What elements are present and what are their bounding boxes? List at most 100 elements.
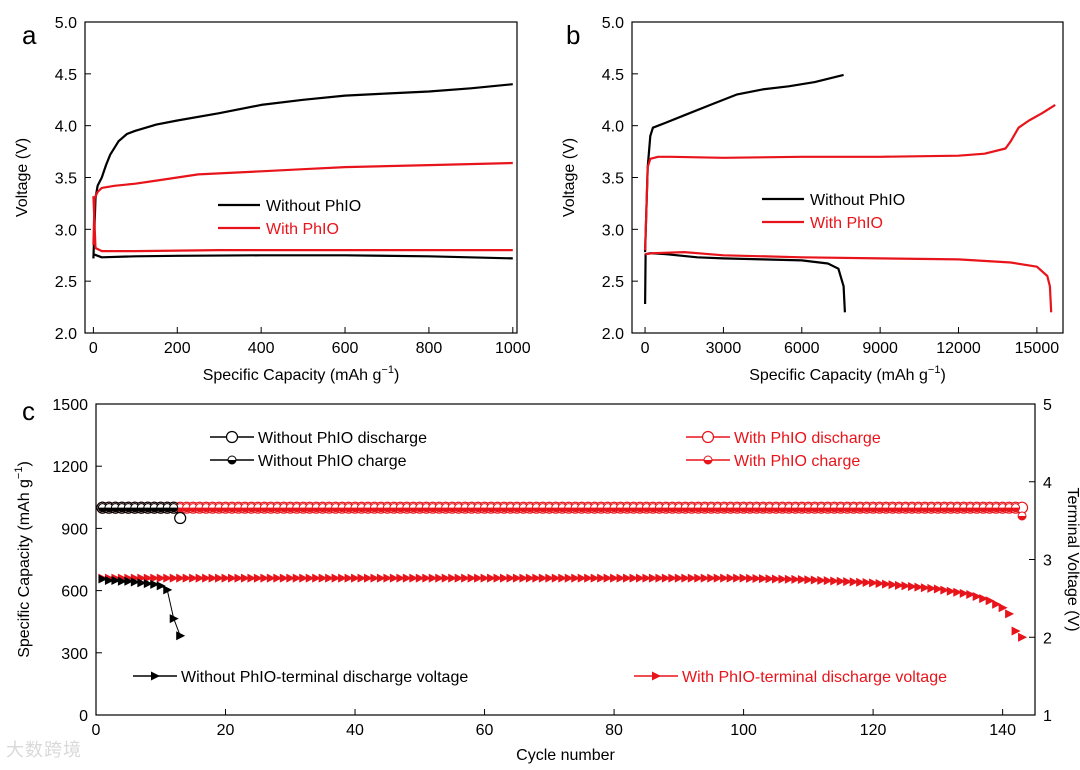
panel-c-point-fill — [169, 507, 178, 512]
panel-c-point-fill — [992, 507, 1001, 512]
panel-c-point-fill — [610, 507, 619, 512]
panel-c-point — [629, 573, 639, 583]
panel-c-point-fill — [344, 507, 353, 512]
panel-c-point-fill — [571, 507, 580, 512]
panel-c-point — [895, 580, 905, 590]
panel-c-point — [674, 573, 684, 583]
panel-b-y-tick-label: 3.0 — [602, 222, 624, 239]
panel-c-point — [189, 573, 199, 583]
panel-c-point — [402, 573, 412, 583]
panel-c-point-fill — [759, 507, 768, 512]
panel-c-point-fill — [532, 507, 541, 512]
panel-c-point — [143, 579, 153, 589]
panel-c-point-fill — [616, 507, 625, 512]
panel-a-series-without-phio — [92, 83, 513, 259]
panel-c-x-axis-label: Cycle number — [516, 747, 615, 764]
panel-c-point-fill — [862, 507, 871, 512]
panel-c-point — [163, 585, 173, 595]
panel-c-point-fill — [331, 507, 340, 512]
panel-c-point-fill — [888, 507, 897, 512]
panel-c-x-tick-label: 100 — [730, 722, 757, 739]
panel-c-point-fill — [629, 507, 638, 512]
panel-c-point — [558, 573, 568, 583]
panel-c-point-fill — [318, 507, 327, 512]
panel-c-point — [907, 582, 917, 592]
panel-c-point — [610, 573, 620, 583]
panel-c-point-fill — [655, 507, 664, 512]
panel-c-point-fill — [383, 507, 392, 512]
panel-c-point — [174, 511, 187, 525]
panel-c-point-fill — [849, 507, 858, 512]
panel-c-point — [843, 577, 853, 587]
panel-c-point-fill — [771, 507, 780, 512]
panel-c-point-fill — [422, 507, 431, 512]
panel-c-point — [700, 573, 710, 583]
panel-b-y-tick-label: 3.5 — [602, 171, 624, 188]
panel-c-point — [933, 584, 943, 594]
panel-c-legend-item: With PhIO-terminal discharge voltage — [634, 669, 947, 686]
panel-c-point — [687, 573, 697, 583]
panel-c-point — [597, 573, 607, 583]
panel-c-point-fill — [959, 507, 968, 512]
panel-c-x-tick-label: 40 — [346, 722, 364, 739]
panel-c-point-fill — [746, 507, 755, 512]
panel-c-point — [603, 573, 613, 583]
panel-c-point-fill — [137, 507, 146, 512]
panel-c-point — [363, 573, 373, 583]
panel-c-point — [648, 573, 658, 583]
panel-c-point — [998, 603, 1008, 613]
panel-c-point-fill — [519, 507, 528, 512]
panel-c-point-fill — [875, 507, 884, 512]
panel-c-point-fill — [525, 507, 534, 512]
panel-b-x-tick-label: 0 — [641, 340, 650, 357]
panel-c-series-with-phio-terminal-discharge-voltage — [98, 573, 1028, 642]
panel-c-point-fill — [720, 507, 729, 512]
panel-c-point-fill — [124, 507, 133, 512]
panel-b-y-tick-label: 2.5 — [602, 274, 624, 291]
panel-c-point-fill — [312, 507, 321, 512]
panel-c-point-fill — [733, 507, 742, 512]
panel-c-point-fill — [273, 507, 282, 512]
panel-c-point-fill — [512, 507, 521, 512]
panel-c-x-tick-label: 20 — [217, 722, 235, 739]
panel-c-point-fill — [687, 507, 696, 512]
panel-c-point-fill — [707, 507, 716, 512]
panel-c-series-without-phio-terminal-discharge-voltage — [98, 574, 186, 641]
panel-a-y-tick-label: 4.0 — [55, 119, 77, 136]
panel-c-point — [759, 574, 769, 584]
watermark-text: 大数跨境 — [6, 740, 82, 761]
panel-c-point-fill — [817, 507, 826, 512]
panel-c-point-fill — [739, 507, 748, 512]
panel-c-point — [959, 588, 969, 598]
panel-c-y2-tick-label: 4 — [1043, 475, 1052, 492]
panel-c-point-fill — [590, 507, 599, 512]
panel-c-point — [202, 573, 212, 583]
panel-c-point — [920, 583, 930, 593]
panel-c-point — [305, 573, 315, 583]
panel-c-point-fill — [98, 507, 107, 512]
panel-c-point — [661, 573, 671, 583]
panel-b-panel-label: b — [566, 20, 580, 50]
panel-c-point-fill — [202, 507, 211, 512]
panel-c-point — [370, 573, 380, 583]
panel-c-point — [506, 573, 516, 583]
panel-c-point-fill — [506, 507, 515, 512]
panel-c-point-fill — [907, 507, 916, 512]
panel-c-point — [901, 581, 911, 591]
panel-c-point — [739, 573, 749, 583]
panel-c-point-fill — [461, 507, 470, 512]
panel-c-point — [208, 573, 218, 583]
panel-c-point — [338, 573, 348, 583]
panel-a-with-legend-label: With PhIO — [266, 221, 339, 238]
panel-b-y-tick-label: 2.0 — [602, 326, 624, 343]
panel-a-x-axis-label: Specific Capacity (mAh g−1) — [203, 364, 400, 384]
panel-c-y-axis-label: Specific Capacity (mAh g−1) — [13, 461, 33, 658]
panel-c-point — [571, 573, 581, 583]
panel-c-point — [156, 573, 166, 583]
panel-c-point — [577, 573, 587, 583]
panel-c-point-fill — [247, 507, 256, 512]
panel-c-point-fill — [286, 507, 295, 512]
panel-c-legend-marker — [225, 430, 239, 444]
panel-c-point — [979, 594, 989, 604]
panel-c-point-fill — [635, 507, 644, 512]
